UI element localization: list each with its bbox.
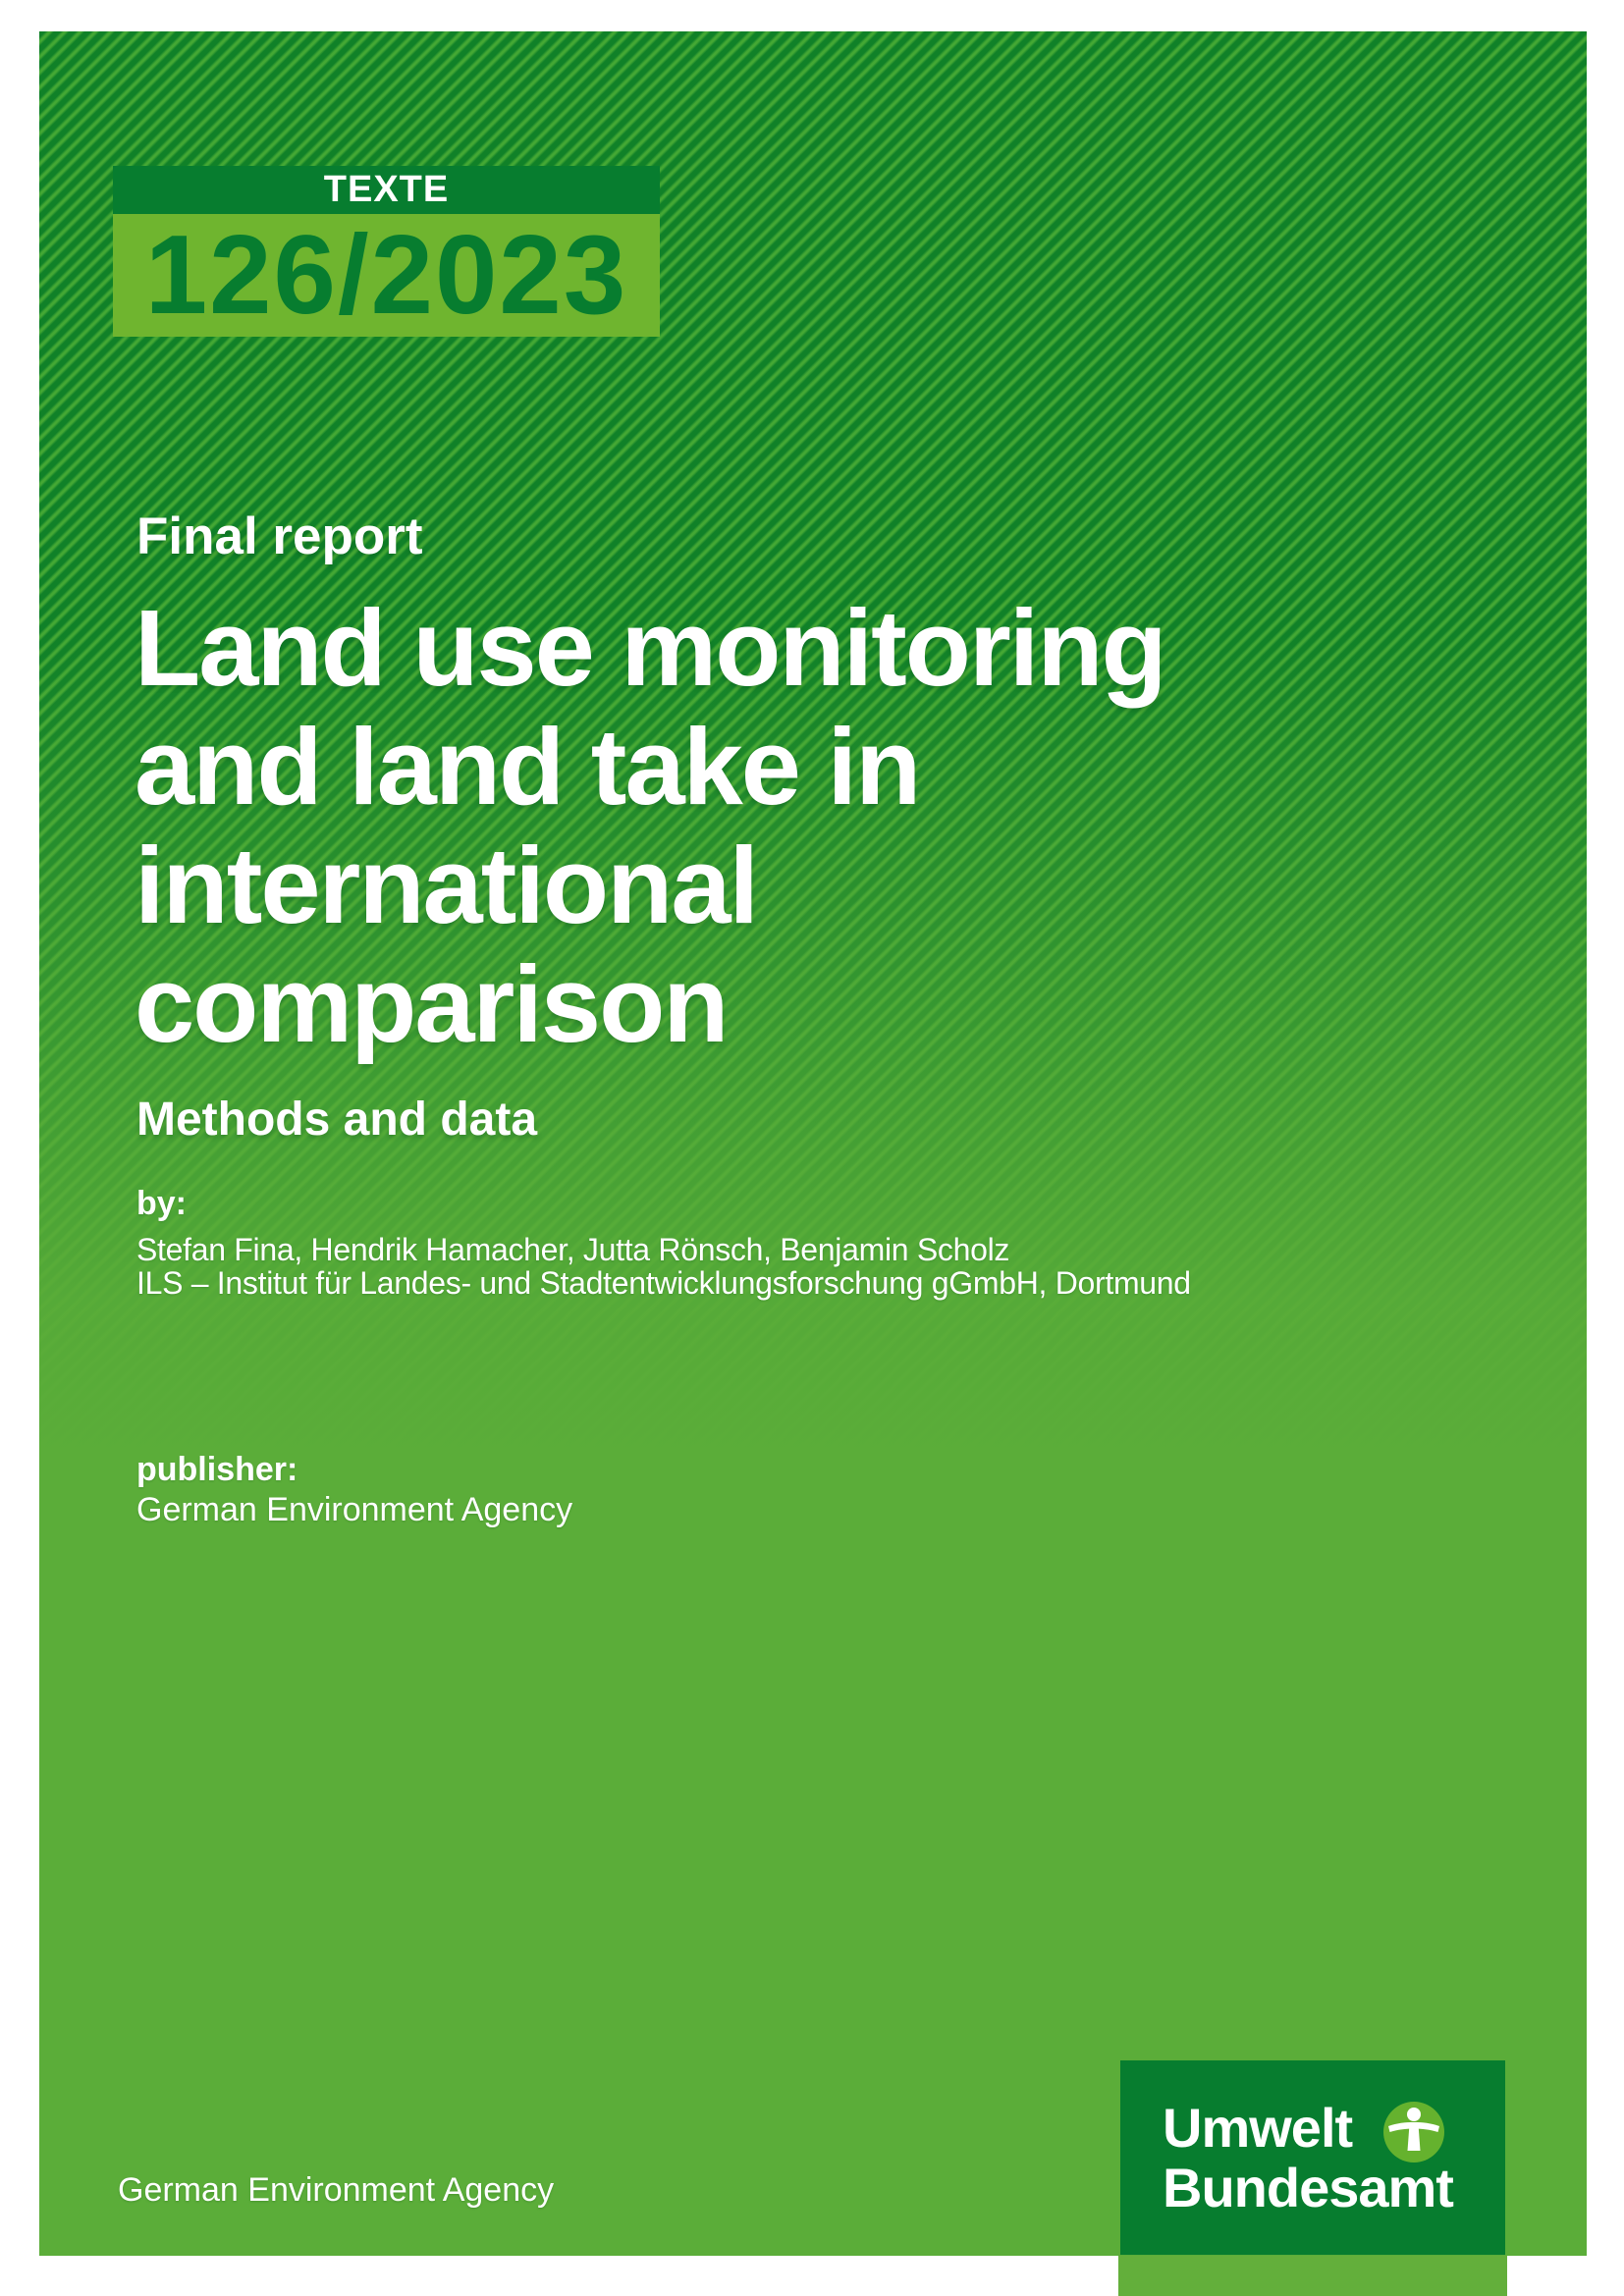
publisher-name: German Environment Agency [136, 1491, 573, 1528]
title-line-1: Land use monitoring [135, 588, 1167, 709]
title-line-2: and land take in [135, 707, 921, 828]
footer-agency-name: German Environment Agency [118, 2171, 555, 2209]
series-label-bar: TEXTE [113, 166, 660, 214]
title-line-3: international [135, 826, 759, 946]
authors-affiliation: ILS – Institut für Landes- und Stadtentw… [136, 1265, 1191, 1301]
publisher-label: publisher: [136, 1451, 298, 1488]
issue-number: 126/2023 [144, 213, 628, 338]
page-title: Land use monitoring and land take in int… [135, 588, 1167, 1065]
series-label: TEXTE [323, 169, 450, 210]
logo-under-strip [1118, 2256, 1507, 2296]
report-type-label: Final report [136, 507, 423, 565]
by-label: by: [136, 1185, 187, 1222]
logo-line-umwelt: Umwelt [1163, 2097, 1353, 2159]
cover-background [39, 31, 1587, 2256]
umweltbundesamt-logo: Umwelt Bundesamt [1120, 2060, 1505, 2255]
title-line-4: comparison [135, 944, 729, 1065]
logo-line-bundesamt: Bundesamt [1163, 2157, 1454, 2218]
publisher-block: publisher: German Environment Agency [136, 1450, 572, 1530]
series-banner: TEXTE 126/2023 [113, 166, 660, 338]
authors-names: Stefan Fina, Hendrik Hamacher, Jutta Rön… [136, 1232, 1010, 1267]
issue-number-box: 126/2023 [113, 213, 660, 338]
page-subtitle: Methods and data [136, 1094, 538, 1146]
logo-wordmark: Umwelt Bundesamt [1163, 2097, 1454, 2218]
uba-person-in-circle-icon [1383, 2102, 1444, 2163]
authors-block: Stefan Fina, Hendrik Hamacher, Jutta Rön… [136, 1233, 1191, 1300]
